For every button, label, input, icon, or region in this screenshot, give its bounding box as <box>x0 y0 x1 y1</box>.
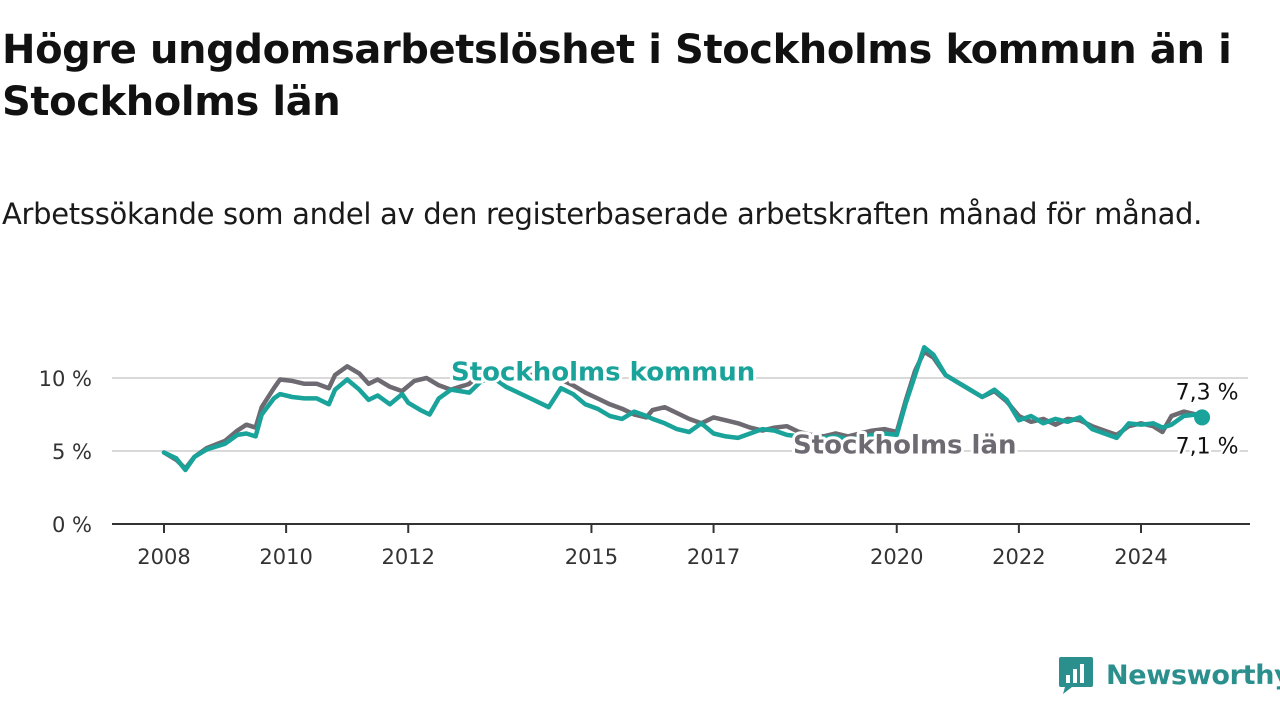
x-tick-label-6: 2022 <box>992 545 1045 569</box>
y-tick-label-1: 5 % <box>52 440 92 464</box>
newsworthy-logo-icon <box>1059 657 1093 694</box>
line-chart: 0 %5 %10 % 2008 2010 2012 2015 2017 2020 2022 2… <box>39 345 1250 569</box>
x-tick-label-3: 2015 <box>565 545 618 569</box>
end-label-kommun: 7,3 % <box>1176 380 1239 405</box>
chart-title: Högre ungdomsarbetslöshet i Stockholms k… <box>2 27 1232 125</box>
x-tick-label-4: 2017 <box>687 545 740 569</box>
x-tick-label-0: 2008 <box>137 545 190 569</box>
chart-subtitle: Arbetssökande som andel av den registerb… <box>2 197 1203 231</box>
series-label-kommun: Stockholms kommun <box>451 358 755 388</box>
y-tick-label-0: 0 % <box>52 513 92 537</box>
end-point-kommun <box>1194 409 1211 426</box>
series-label-lan: Stockholms län <box>793 431 1017 461</box>
x-tick-label-1: 2010 <box>259 545 312 569</box>
x-tick-label-7: 2024 <box>1114 545 1167 569</box>
series-line-lan <box>161 349 1205 471</box>
brand-name: Newsworthy <box>1106 659 1280 691</box>
x-tick-label-2: 2012 <box>382 545 435 569</box>
y-axis-ticks: 0 % 5 % 10 % <box>39 367 92 537</box>
series-lines <box>161 345 1205 473</box>
series-labels: Stockholms kommun Stockholms län 7,3 % 7,1 … <box>448 355 1241 464</box>
x-axis: 2008 2010 2012 2015 2017 2020 2022 2024 <box>112 523 1250 569</box>
y-tick-label-2: 10 % <box>39 367 92 391</box>
series-line-kommun <box>161 345 1205 473</box>
end-label-lan: 7,1 % <box>1176 434 1239 459</box>
y-gridlines <box>112 377 1248 452</box>
brand-logo: Newsworthy <box>1058 654 1280 696</box>
x-tick-label-5: 2020 <box>870 545 923 569</box>
